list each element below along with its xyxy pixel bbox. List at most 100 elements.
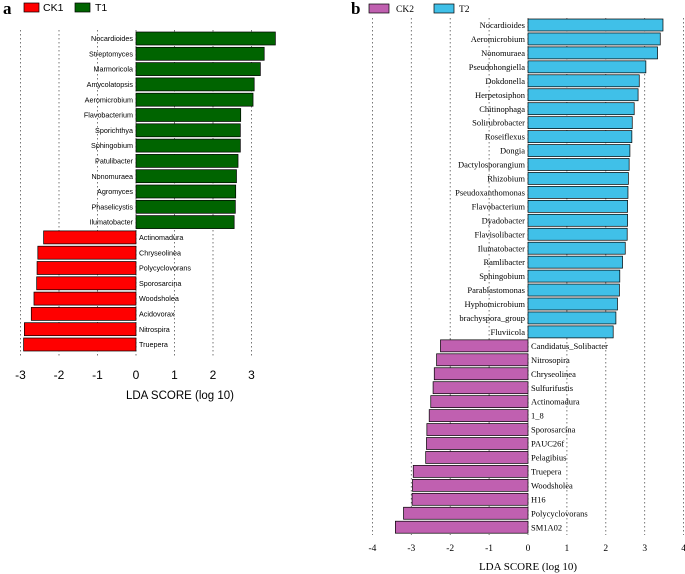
- xtick--4: -4: [368, 544, 376, 554]
- bar-T2-Sphingobium: [527, 269, 621, 283]
- label-T2-Dongia: Dongia: [500, 146, 525, 156]
- xtick-1: 1: [171, 368, 178, 382]
- bar-T2-Flavobacterium: [527, 200, 628, 213]
- xtick--3: -3: [15, 368, 26, 382]
- xtick-3: 3: [642, 544, 647, 554]
- bar-T2-Solirubrobacter: [527, 116, 633, 130]
- label-T1-Sporichthya: Sporichthya: [95, 126, 133, 135]
- label-T1-Flavobacterium: Flavobacterium: [84, 111, 133, 120]
- bar-T2-Flavisolibacter: [527, 227, 628, 241]
- xtick-2: 2: [210, 368, 217, 382]
- label-T1-Nocardioides: Nocardioides: [91, 34, 133, 43]
- panel-a: Nocardioides Streptomyces Marmoricola Amyco…: [3, 0, 276, 402]
- bar-T2-Ilumatobacter: [527, 241, 626, 255]
- bar-T2-Pseudoxanthomonas: [527, 186, 629, 199]
- label-CK2-H16: H16: [531, 494, 546, 504]
- bar-T1-Sporichthya: [135, 123, 241, 138]
- bar-T1-Patulibacter: [135, 154, 239, 168]
- bar-CK2-Truepera: [412, 465, 529, 478]
- bar-CK1-Sporosarcina: [36, 276, 137, 291]
- label-CK2-Sulfurifustis: Sulfurifustis: [531, 383, 573, 393]
- bar-T1-Amycolatopsis: [135, 77, 255, 92]
- bar-T2-Ramlibacter: [527, 255, 623, 269]
- bar-T1-Aeromicrobium: [135, 92, 254, 107]
- bar-T2-Nocardioides: [527, 18, 664, 32]
- bar-CK2-Candidatus_Solibacter: [440, 339, 529, 353]
- label-T2-Hyphomicrobium: Hyphomicrobium: [465, 299, 526, 309]
- label-T2-Nocardioides: Nocardioides: [480, 20, 525, 30]
- label-T1-Sphingobium: Sphingobium: [91, 141, 133, 150]
- xtick-3: 3: [248, 368, 255, 382]
- label-T2-Dactylosporangium: Dactylosporangium: [458, 160, 525, 170]
- xtick-1: 1: [565, 544, 570, 554]
- label-CK1-Chryseolinea: Chryseolinea: [139, 248, 181, 257]
- xtick-4: 4: [681, 544, 685, 554]
- bar-CK2-1_8: [428, 409, 529, 422]
- bar-T2-Chitinophaga: [527, 102, 635, 116]
- bar-CK1-Acidovorax: [30, 307, 137, 321]
- bar-CK1-Polycyclovorans: [36, 261, 137, 275]
- label-T2-Herpetosiphon: Herpetosiphon: [475, 90, 526, 100]
- label-CK2-Pelagibius: Pelagibius: [531, 453, 566, 463]
- bar-T1-Nonomuraea: [135, 169, 237, 184]
- bar-CK2-Sulfurifustis: [432, 381, 529, 395]
- label-T2-Nonomuraea: Nonomuraea: [481, 48, 525, 58]
- label-T1-Streptomyces: Streptomyces: [89, 49, 133, 58]
- bar-T2-Dongia: [527, 144, 631, 157]
- bar-CK2-Actinomadura: [430, 395, 529, 408]
- label-T1-Aeromicrobium: Aeromicrobium: [85, 95, 133, 104]
- label-T1-Patulibacter: Patulibacter: [95, 156, 134, 165]
- bar-CK2-Nitrosopira: [436, 353, 529, 367]
- label-T2-brachyspora_group: brachyspora_group: [459, 313, 525, 323]
- bar-CK2-SM1A02: [395, 520, 529, 534]
- bar-CK2-Sporosarcina: [426, 423, 529, 436]
- legend-swatch-CK1: [23, 2, 40, 13]
- bar-T2-Aeromicrobium: [527, 32, 661, 46]
- label-T2-Rhizobium: Rhizobium: [487, 174, 525, 184]
- label-CK1-Sporosarcina: Sporosarcina: [139, 279, 181, 288]
- xtick-0: 0: [526, 544, 531, 554]
- bar-CK2-H16: [411, 492, 529, 506]
- bar-T1-Sphingobium: [135, 138, 241, 153]
- panel-b: Nocardioides Aeromicrobium Nonomuraea Pseud…: [351, 0, 685, 573]
- label-CK2-PAUC26f: PAUC26f: [531, 439, 564, 449]
- x-axis-label: LDA SCORE (log 10): [126, 390, 234, 402]
- legend-label-T1: T1: [95, 2, 107, 14]
- xtick--1: -1: [92, 368, 103, 382]
- label-CK1-Truepera: Truepera: [139, 340, 168, 349]
- bar-CK1-Actinomadura: [43, 230, 137, 245]
- bar-T2-Parablastomonas: [527, 283, 620, 297]
- legend-label-CK1: CK1: [43, 2, 64, 14]
- label-T2-Aeromicrobium: Aeromicrobium: [471, 34, 526, 44]
- legend-swatch-T2: [433, 3, 455, 14]
- label-T1-Marmoricola: Marmoricola: [93, 65, 133, 74]
- bar-T2-Herpetosiphon: [527, 88, 639, 102]
- label-CK2-SM1A02: SM1A02: [531, 522, 562, 532]
- label-T2-Sphingobium: Sphingobium: [479, 271, 525, 281]
- bar-CK2-Polycyclovorans: [403, 506, 529, 520]
- bar-T2-Dokdonella: [527, 74, 640, 88]
- label-T1-Phaselicystis: Phaselicystis: [91, 202, 133, 211]
- label-T1-Nonomuraea: Nonomuraea: [91, 172, 133, 181]
- legend-label-CK2: CK2: [396, 5, 414, 15]
- bar-T1-Flavobacterium: [135, 108, 242, 122]
- bar-T2-Hyphomicrobium: [527, 297, 618, 311]
- label-T1-Amycolatopsis: Amycolatopsis: [87, 80, 134, 89]
- label-T2-Dyadobacter: Dyadobacter: [482, 215, 526, 225]
- label-CK2-Truepera: Truepera: [531, 466, 562, 476]
- label-CK2-Polycyclovorans: Polycyclovorans: [531, 508, 588, 518]
- bar-T2-Roseiflexus: [527, 130, 633, 143]
- label-CK1-Woodsholea: Woodsholea: [139, 294, 179, 303]
- label-CK2-Woodsholea: Woodsholea: [531, 480, 573, 490]
- label-T2-Flavisolibacter: Flavisolibacter: [474, 229, 525, 239]
- bar-T1-Phaselicystis: [135, 199, 236, 214]
- bar-T1-Agromyces: [135, 184, 237, 199]
- x-axis-label: LDA SCORE (log 10): [479, 561, 577, 573]
- label-T2-Solirubrobacter: Solirubrobacter: [472, 118, 525, 128]
- bar-T1-Streptomyces: [135, 46, 265, 61]
- bar-T2-Dactylosporangium: [527, 158, 630, 171]
- bar-CK1-Chryseolinea: [37, 245, 137, 260]
- bar-CK2-Woodsholea: [412, 479, 529, 492]
